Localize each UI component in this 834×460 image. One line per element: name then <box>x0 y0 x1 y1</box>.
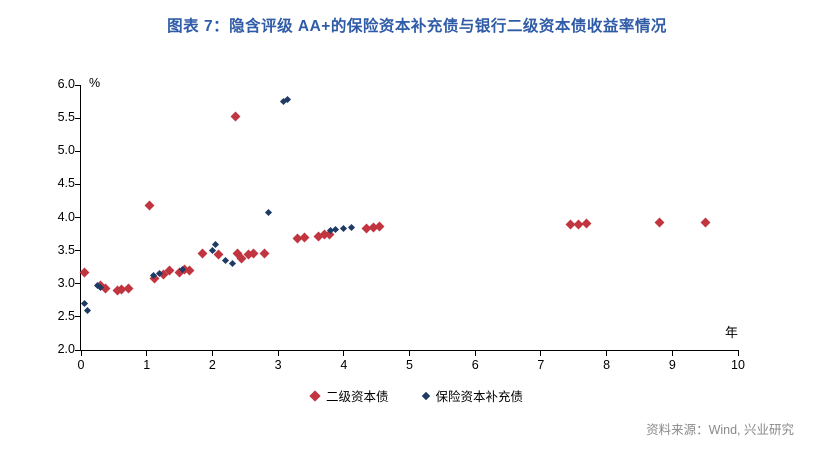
data-point <box>348 223 356 231</box>
x-axis-tick <box>474 350 476 356</box>
x-axis-tick-label: 0 <box>77 358 85 372</box>
y-axis-tick <box>75 250 81 252</box>
y-axis-tick-label: 3.5 <box>57 242 75 257</box>
x-axis-tick <box>80 350 82 356</box>
y-axis-tick <box>75 217 81 218</box>
y-axis-tick-label: 5.0 <box>57 143 75 158</box>
legend-marker <box>421 391 430 400</box>
y-axis-tick <box>75 349 81 351</box>
x-axis-tick <box>606 350 608 356</box>
data-point <box>264 209 272 217</box>
x-axis-tick <box>409 350 410 356</box>
y-axis-tick-label: 5.5 <box>57 110 75 125</box>
y-axis-tick <box>75 117 81 119</box>
x-axis-tick <box>343 350 345 356</box>
x-axis-tick-label: 6 <box>471 358 479 372</box>
chart-title: 图表 7：隐含评级 AA+的保险资本补充债与银行二级资本债收益率情况 <box>167 18 667 35</box>
legend-item: 二级资本债 <box>309 386 389 405</box>
data-point <box>581 218 592 229</box>
x-axis-tick-label: 3 <box>274 358 282 372</box>
x-axis-tick-label: 5 <box>406 358 413 372</box>
y-axis-tick-label: 3.0 <box>57 275 75 290</box>
x-axis-tick-label: 4 <box>340 358 348 372</box>
x-axis-tick-label: 2 <box>208 358 216 372</box>
data-point <box>79 267 90 278</box>
x-axis-tick <box>737 350 739 356</box>
x-axis-tick <box>671 350 673 356</box>
data-point <box>374 221 385 232</box>
y-axis-tick-label: 4.5 <box>57 176 75 191</box>
source-note: 资料来源：Wind, 兴业研究 <box>646 423 794 437</box>
x-axis-tick <box>211 350 213 356</box>
data-point <box>700 217 711 228</box>
x-axis-tick <box>146 350 148 356</box>
data-point <box>228 260 236 268</box>
legend: 二级资本债 保险资本补充债 <box>0 386 834 405</box>
legend-label: 二级资本债 <box>325 390 389 404</box>
y-axis-tick-label: 6.0 <box>57 77 75 91</box>
x-axis-tick <box>277 350 279 356</box>
y-axis-unit-label: % <box>89 76 101 90</box>
y-axis-tick-label: 2.0 <box>57 342 75 356</box>
data-point <box>123 283 134 294</box>
y-axis-tick <box>75 183 81 185</box>
y-axis-tick-label: 4.0 <box>57 209 75 224</box>
x-axis-tick-label: 9 <box>668 358 676 372</box>
y-axis-tick <box>75 150 81 152</box>
x-axis-unit-label: 年 <box>724 325 738 340</box>
data-point <box>299 232 310 243</box>
x-axis-tick-label: 7 <box>537 358 545 372</box>
data-point <box>340 224 348 232</box>
data-point <box>197 248 208 259</box>
data-point <box>145 200 155 211</box>
legend-label: 保险资本补充债 <box>435 390 524 404</box>
data-point <box>654 217 665 228</box>
x-axis-tick <box>540 350 542 356</box>
data-point <box>230 111 241 122</box>
legend-marker <box>309 389 321 402</box>
plot-area: % 年 2.0 2.5 3.0 3.5 4.0 4.5 5.0 5.5 6.0 0 1 2 3 4 5 6 7 8… <box>58 76 745 372</box>
data-point <box>84 306 92 314</box>
data-point <box>212 240 220 248</box>
data-point <box>260 248 270 259</box>
x-axis-tick-label: 10 <box>731 358 745 372</box>
y-axis-tick <box>75 316 81 318</box>
x-axis-tick-label: 8 <box>603 358 611 372</box>
legend-item: 保险资本补充债 <box>421 386 524 405</box>
y-axis-tick <box>75 84 81 86</box>
x-axis-tick-label: 1 <box>143 358 151 372</box>
y-axis-tick-label: 2.5 <box>57 308 75 323</box>
y-axis-tick <box>75 283 81 285</box>
data-point <box>332 225 340 233</box>
